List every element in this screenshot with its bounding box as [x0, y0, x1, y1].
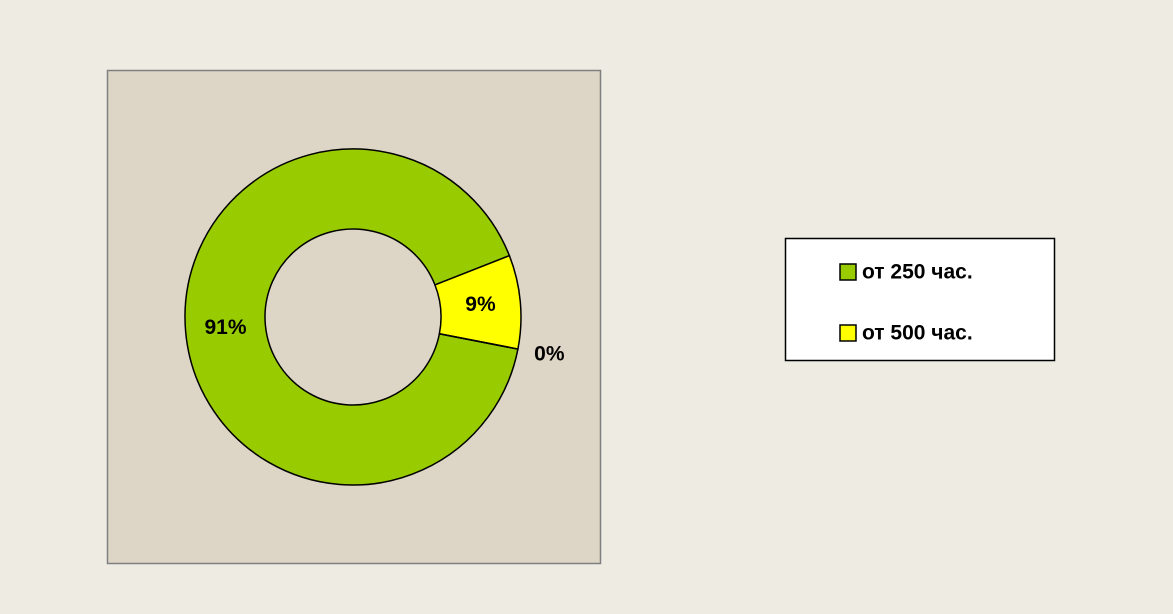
legend-swatch: [839, 263, 857, 281]
donut-segment: [184, 148, 519, 486]
data-label: 9%: [465, 293, 496, 316]
legend-label: от 500 час.: [862, 322, 973, 345]
data-label: 91%: [205, 316, 247, 339]
data-label: 0%: [534, 343, 565, 366]
legend-swatch: [839, 324, 857, 342]
plot-area: [106, 69, 602, 565]
legend: [784, 237, 1056, 362]
legend-label: от 250 час.: [862, 261, 973, 284]
